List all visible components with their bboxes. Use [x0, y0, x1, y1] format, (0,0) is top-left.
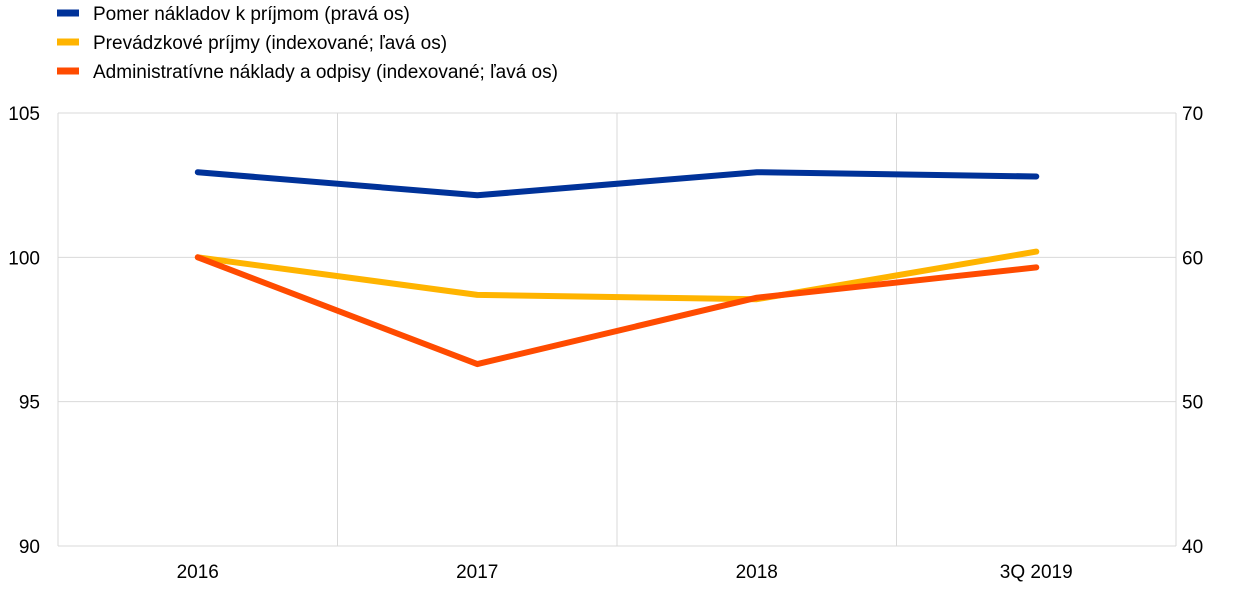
- series-line-1: [194, 248, 1040, 303]
- legend-label: Administratívne náklady a odpisy (indexo…: [93, 62, 558, 83]
- left-axis-tick-label: 100: [8, 248, 40, 269]
- x-axis-tick-label: 2018: [736, 562, 778, 583]
- series-line-2: [194, 254, 1040, 368]
- right-axis-tick-label: 70: [1182, 104, 1203, 125]
- left-axis: 90 95 100 105: [8, 104, 40, 558]
- right-axis: 40 50 60 70: [1182, 104, 1203, 558]
- series-lines: [194, 169, 1040, 368]
- right-axis-tick-label: 40: [1182, 537, 1203, 558]
- legend-label: Pomer nákladov k príjmom (pravá os): [93, 4, 410, 25]
- left-axis-tick-label: 90: [19, 537, 40, 558]
- left-axis-tick-label: 95: [19, 393, 40, 414]
- x-axis-tick-label: 2017: [456, 562, 498, 583]
- left-axis-tick-label: 105: [8, 104, 40, 125]
- x-axis-tick-label: 2016: [177, 562, 219, 583]
- legend: Pomer nákladov k príjmom (pravá os) Prevá…: [57, 4, 558, 83]
- grid: [57, 112, 1177, 547]
- legend-label: Prevádzkové príjmy (indexované; ľavá os): [93, 33, 447, 54]
- series-line-0: [194, 169, 1040, 199]
- x-axis: 2016 2017 2018 3Q 2019: [177, 562, 1073, 583]
- x-axis-tick-label: 3Q 2019: [1000, 562, 1073, 583]
- right-axis-tick-label: 60: [1182, 248, 1203, 269]
- right-axis-tick-label: 50: [1182, 393, 1203, 414]
